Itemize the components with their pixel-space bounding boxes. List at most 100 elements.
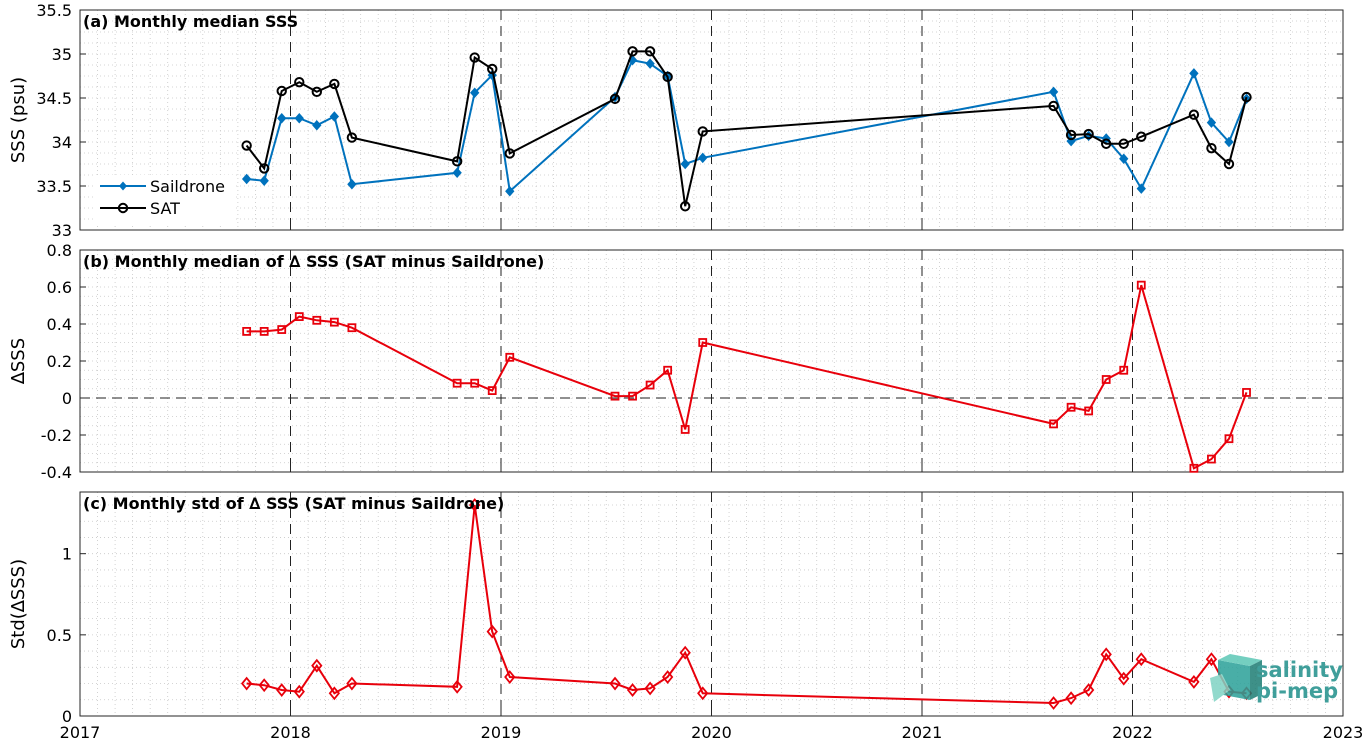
x-tick-label: 2020 bbox=[691, 723, 732, 742]
data-point bbox=[644, 46, 656, 57]
data-point bbox=[1048, 100, 1059, 112]
data-point bbox=[1241, 91, 1252, 103]
panel-title: (c) Monthly std of ∆ SSS (SAT minus Sail… bbox=[83, 494, 504, 513]
logo-accent bbox=[1210, 674, 1230, 702]
data-point bbox=[1242, 388, 1251, 397]
data-point bbox=[451, 156, 463, 167]
data-point bbox=[610, 391, 620, 401]
x-tick-label: 2019 bbox=[481, 723, 522, 742]
data-point bbox=[1118, 671, 1130, 686]
panel-title: (b) Monthly median of ∆ SSS (SAT minus S… bbox=[83, 252, 544, 271]
legend-marker-sat bbox=[117, 202, 129, 214]
data-point bbox=[277, 325, 287, 334]
data-point bbox=[276, 683, 288, 697]
data-point bbox=[697, 686, 709, 701]
data-point bbox=[661, 670, 674, 684]
data-point bbox=[1189, 463, 1199, 473]
y-tick-label: 35 bbox=[52, 45, 72, 64]
data-point bbox=[1188, 674, 1200, 689]
x-tick-label: 2017 bbox=[60, 723, 101, 742]
data-point bbox=[1205, 652, 1218, 667]
data-point bbox=[1136, 183, 1146, 194]
y-tick-label: -0.4 bbox=[41, 463, 72, 482]
data-point bbox=[1100, 647, 1112, 662]
data-point bbox=[1065, 129, 1077, 141]
y-axis-label: Std(∆SSS) bbox=[8, 559, 29, 649]
data-point bbox=[1136, 280, 1146, 290]
data-point bbox=[329, 111, 340, 122]
data-point bbox=[698, 338, 708, 347]
data-point bbox=[487, 63, 498, 75]
y-tick-label: 0.8 bbox=[47, 241, 72, 260]
panel-b: -0.4 -0.2 0 0.2 0.4 0.6 0.8 ∆SSS (b) Monthly med… bbox=[8, 241, 1344, 482]
y-tick-label: 33 bbox=[52, 221, 72, 240]
x-tick-label: 2022 bbox=[1112, 723, 1153, 742]
data-point bbox=[277, 112, 287, 124]
data-point bbox=[1119, 365, 1129, 375]
y-tick-label: 0.5 bbox=[47, 626, 72, 645]
legend-box bbox=[96, 175, 236, 223]
y-tick-label: 0.6 bbox=[47, 278, 72, 297]
data-point bbox=[311, 86, 323, 98]
data-point bbox=[294, 312, 304, 322]
data-point bbox=[1100, 138, 1112, 149]
data-point bbox=[1047, 696, 1060, 710]
data-point bbox=[452, 378, 462, 388]
data-point bbox=[645, 380, 655, 390]
legend: Saildrone SAT bbox=[96, 175, 236, 223]
data-point bbox=[258, 163, 270, 174]
data-point bbox=[347, 178, 357, 190]
data-point bbox=[451, 679, 463, 694]
legend-label-saildrone: Saildrone bbox=[150, 177, 225, 196]
logo-cube-top bbox=[1218, 654, 1262, 666]
minor-grid bbox=[80, 492, 1343, 716]
data-point bbox=[258, 678, 270, 693]
data-point bbox=[1206, 117, 1217, 128]
data-point bbox=[242, 326, 252, 336]
data-point bbox=[469, 52, 480, 63]
data-point bbox=[452, 167, 462, 179]
x-tick-label: 2023 bbox=[1323, 723, 1364, 742]
data-point bbox=[1083, 128, 1094, 140]
data-point bbox=[486, 624, 498, 639]
y-tick-label: 0.4 bbox=[47, 315, 72, 334]
y-tick-label: -0.2 bbox=[41, 426, 72, 445]
x-tick-label: 2021 bbox=[902, 723, 943, 742]
data-point bbox=[628, 391, 637, 401]
data-point bbox=[312, 120, 322, 131]
y-tick-label: 34 bbox=[52, 133, 72, 152]
data-point bbox=[1135, 652, 1147, 667]
data-point bbox=[1207, 454, 1216, 464]
logo-text-salinity: salinity bbox=[1256, 658, 1343, 682]
data-point bbox=[504, 670, 516, 684]
data-point bbox=[259, 175, 269, 186]
series-sat bbox=[241, 46, 1252, 212]
data-point bbox=[469, 498, 481, 512]
data-point bbox=[347, 323, 357, 333]
data-point bbox=[697, 126, 708, 137]
series-line bbox=[245, 50, 1248, 207]
data-point bbox=[329, 78, 340, 90]
data-point bbox=[487, 386, 497, 396]
y-tick-label: 35.5 bbox=[36, 1, 72, 20]
x-tick-label: 2018 bbox=[270, 723, 311, 742]
data-point bbox=[328, 686, 341, 701]
data-point bbox=[240, 676, 253, 691]
data-point bbox=[1119, 153, 1129, 164]
data-point bbox=[1224, 136, 1234, 148]
y-tick-label: 0.2 bbox=[47, 352, 72, 371]
data-point bbox=[504, 148, 515, 159]
y-tick-label: 1 bbox=[62, 545, 72, 564]
y-tick-label: 33.5 bbox=[36, 177, 72, 196]
data-point bbox=[680, 158, 690, 170]
data-point bbox=[680, 425, 690, 434]
data-point bbox=[679, 645, 691, 660]
data-point bbox=[644, 681, 656, 696]
legend-label-sat: SAT bbox=[150, 199, 180, 218]
data-point bbox=[1048, 86, 1059, 98]
data-point bbox=[1188, 109, 1200, 120]
data-point bbox=[505, 186, 515, 197]
data-point bbox=[1118, 138, 1129, 149]
